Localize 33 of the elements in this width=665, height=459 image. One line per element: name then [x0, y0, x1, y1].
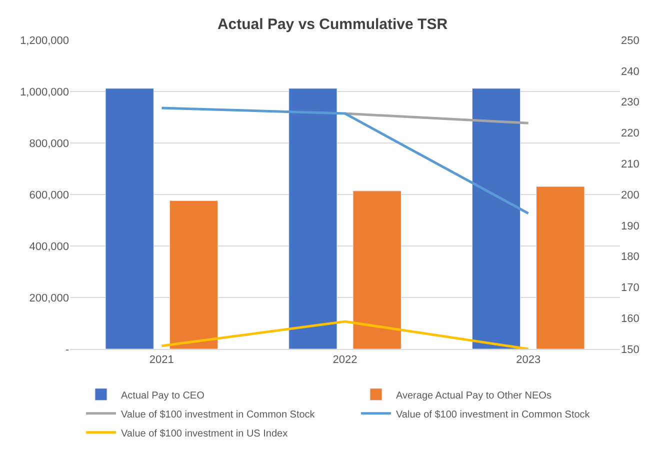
legend-label: Average Actual Pay to Other NEOs	[396, 390, 552, 402]
bar	[169, 200, 218, 349]
y2-tick-label: 230	[621, 96, 640, 109]
bar	[352, 190, 402, 349]
legend-label: Value of $100 investment in Common Stock	[121, 409, 316, 420]
y-tick-label: 800,000	[29, 138, 69, 150]
y2-tick-label: 250	[621, 34, 640, 47]
y2-tick-label: 150	[621, 344, 640, 356]
chart-title: Actual Pay vs Cummulative TSR	[217, 16, 448, 33]
y-tick-label: 600,000	[29, 189, 69, 202]
x-tick-label: 2023	[516, 354, 541, 366]
bar	[472, 88, 521, 349]
legend-label: Value of $100 investment in Common Stock	[396, 409, 591, 420]
legend-label: Actual Pay to CEO	[121, 390, 205, 402]
y-tick-label: 200,000	[29, 292, 69, 304]
y2-tick-label: 220	[621, 128, 640, 140]
y-tick-label: 1,000,000	[20, 86, 69, 98]
bar	[288, 88, 338, 349]
legend-label: Value of $100 investment in US Index	[121, 428, 288, 440]
y2-tick-label: 180	[621, 251, 640, 264]
bar	[105, 88, 154, 349]
y2-tick-label: 210	[621, 158, 640, 170]
y-tick-label: 400,000	[29, 240, 69, 253]
y-tick-label: -	[65, 344, 70, 356]
y2-tick-label: 200	[621, 189, 640, 202]
y-tick-label: 1,200,000	[20, 34, 69, 47]
y2-tick-label: 160	[621, 312, 640, 325]
y2-tick-label: 170	[621, 282, 640, 294]
x-tick-label: 2021	[149, 354, 174, 366]
x-tick-label: 2022	[332, 354, 358, 366]
y2-tick-label: 190	[621, 220, 640, 232]
bar	[536, 186, 585, 349]
y2-tick-label: 240	[621, 66, 640, 78]
